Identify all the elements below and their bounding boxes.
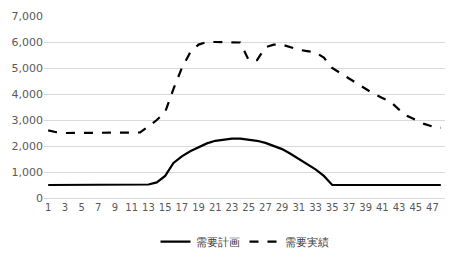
svg-text:7: 7 xyxy=(95,202,101,213)
svg-text:13: 13 xyxy=(142,202,155,213)
svg-text:7,000: 7,000 xyxy=(12,10,44,23)
svg-text:3: 3 xyxy=(62,202,68,213)
svg-text:35: 35 xyxy=(326,202,339,213)
svg-text:5: 5 xyxy=(78,202,84,213)
svg-text:3,000: 3,000 xyxy=(12,114,44,127)
svg-text:0: 0 xyxy=(36,192,43,205)
svg-text:17: 17 xyxy=(175,202,188,213)
svg-text:11: 11 xyxy=(125,202,138,213)
svg-text:1,000: 1,000 xyxy=(12,166,44,179)
svg-text:27: 27 xyxy=(259,202,272,213)
svg-text:需要実績: 需要実績 xyxy=(285,236,329,249)
svg-text:29: 29 xyxy=(276,202,289,213)
svg-text:2,000: 2,000 xyxy=(12,140,44,153)
svg-text:37: 37 xyxy=(343,202,356,213)
svg-text:9: 9 xyxy=(112,202,118,213)
svg-text:25: 25 xyxy=(242,202,255,213)
svg-text:19: 19 xyxy=(192,202,205,213)
svg-text:21: 21 xyxy=(209,202,222,213)
svg-text:4,000: 4,000 xyxy=(12,88,44,101)
svg-text:39: 39 xyxy=(359,202,372,213)
svg-text:15: 15 xyxy=(159,202,172,213)
svg-text:41: 41 xyxy=(376,202,389,213)
svg-text:31: 31 xyxy=(292,202,305,213)
svg-text:1: 1 xyxy=(45,202,51,213)
svg-text:47: 47 xyxy=(426,202,439,213)
svg-text:23: 23 xyxy=(226,202,239,213)
svg-text:45: 45 xyxy=(409,202,422,213)
svg-text:33: 33 xyxy=(309,202,322,213)
svg-text:43: 43 xyxy=(393,202,406,213)
svg-text:需要計画: 需要計画 xyxy=(196,236,240,249)
svg-text:5,000: 5,000 xyxy=(12,62,44,75)
svg-text:6,000: 6,000 xyxy=(12,36,44,49)
